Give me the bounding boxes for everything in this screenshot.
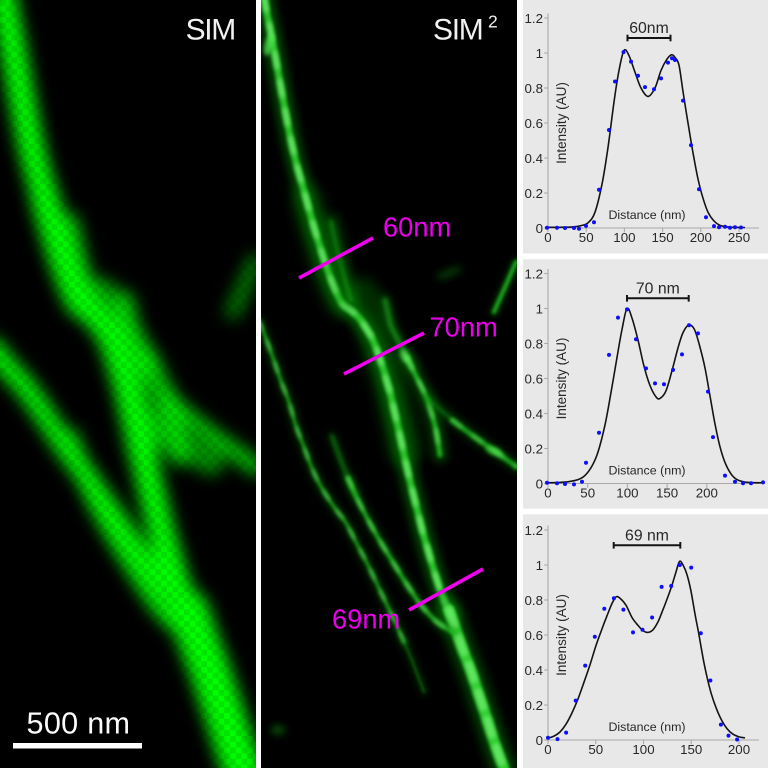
svg-text:1.2: 1.2	[525, 267, 544, 282]
svg-text:SIM: SIM	[186, 14, 235, 47]
svg-text:0.4: 0.4	[525, 151, 544, 166]
svg-text:200: 200	[728, 742, 750, 757]
svg-text:50: 50	[588, 742, 603, 757]
svg-text:0: 0	[544, 742, 551, 757]
svg-text:150: 150	[656, 486, 678, 501]
svg-text:Intensity (AU): Intensity (AU)	[554, 338, 569, 420]
svg-text:1: 1	[536, 558, 543, 573]
svg-text:50: 50	[580, 486, 595, 501]
svg-text:50: 50	[579, 230, 594, 245]
svg-text:0.2: 0.2	[525, 186, 544, 201]
svg-text:Intensity (AU): Intensity (AU)	[554, 82, 569, 164]
svg-text:70 nm: 70 nm	[636, 280, 680, 297]
svg-text:0.2: 0.2	[525, 442, 544, 457]
svg-text:1: 1	[536, 302, 543, 317]
svg-text:0: 0	[536, 221, 543, 236]
svg-text:Distance (nm): Distance (nm)	[608, 464, 685, 478]
svg-text:69nm: 69nm	[332, 604, 400, 635]
svg-text:Distance (nm): Distance (nm)	[608, 720, 685, 734]
svg-text:150: 150	[680, 742, 702, 757]
svg-text:0.8: 0.8	[525, 81, 544, 96]
svg-text:SIM: SIM	[433, 14, 482, 47]
svg-text:Intensity (AU): Intensity (AU)	[554, 594, 569, 676]
svg-text:2: 2	[488, 12, 498, 32]
svg-text:0.6: 0.6	[525, 372, 544, 387]
svg-text:0.6: 0.6	[525, 628, 544, 643]
svg-text:60nm: 60nm	[629, 20, 669, 37]
svg-text:0.2: 0.2	[525, 698, 544, 713]
svg-text:100: 100	[616, 486, 638, 501]
svg-text:200: 200	[696, 486, 718, 501]
svg-text:0: 0	[544, 486, 551, 501]
svg-text:150: 150	[652, 230, 674, 245]
svg-text:0.6: 0.6	[525, 116, 544, 131]
svg-text:0: 0	[536, 733, 543, 748]
svg-text:70nm: 70nm	[430, 312, 498, 343]
svg-text:0.8: 0.8	[525, 593, 544, 608]
svg-text:0.4: 0.4	[525, 407, 544, 422]
svg-text:0: 0	[536, 477, 543, 492]
svg-text:200: 200	[690, 230, 712, 245]
svg-text:500 nm: 500 nm	[27, 707, 131, 741]
svg-text:1.2: 1.2	[525, 523, 544, 538]
svg-text:0: 0	[544, 230, 551, 245]
svg-text:250: 250	[728, 230, 750, 245]
svg-text:1.2: 1.2	[525, 11, 544, 26]
svg-text:0.8: 0.8	[525, 337, 544, 352]
svg-text:69 nm: 69 nm	[625, 527, 669, 544]
svg-text:Distance (nm): Distance (nm)	[608, 208, 685, 222]
svg-text:0.4: 0.4	[525, 663, 544, 678]
svg-text:100: 100	[613, 230, 635, 245]
svg-text:100: 100	[632, 742, 654, 757]
svg-text:60nm: 60nm	[383, 212, 451, 243]
svg-text:1: 1	[536, 46, 543, 61]
